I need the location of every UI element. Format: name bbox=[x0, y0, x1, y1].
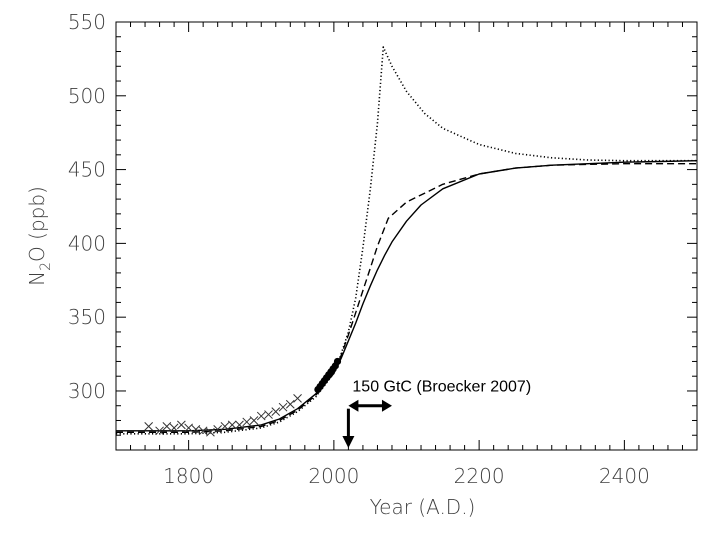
x-tick-label: 1800 bbox=[163, 464, 214, 488]
y-axis-title: N2O (ppb) bbox=[25, 186, 54, 286]
recent-measurement bbox=[333, 357, 342, 366]
observation-point bbox=[278, 402, 288, 412]
axis-ticks bbox=[115, 21, 698, 450]
observation-point bbox=[213, 424, 223, 434]
observation-point bbox=[264, 410, 273, 419]
tick-labels: 1800 2000 2200 2400 300 350 400 450 500 550 bbox=[68, 10, 650, 488]
x-axis-title: Year (A.D.) bbox=[370, 495, 476, 519]
double-arrow-head-right bbox=[381, 399, 392, 412]
x-tick-label: 2400 bbox=[599, 464, 650, 488]
observation-point bbox=[162, 422, 172, 431]
x-tick-label: 2200 bbox=[454, 464, 505, 488]
series-line-dotted bbox=[116, 46, 697, 435]
observation-point bbox=[235, 420, 244, 430]
observation-point bbox=[271, 407, 281, 416]
double-arrow-head-left bbox=[348, 399, 359, 412]
y-tick-label: 400 bbox=[68, 231, 106, 255]
y-axis-title-sub: 2 bbox=[38, 262, 54, 271]
observation-point bbox=[220, 422, 230, 431]
y-tick-label: 450 bbox=[68, 158, 106, 182]
annotation-label: 150 GtC (Broecker 2007) bbox=[352, 379, 531, 396]
observation-markers bbox=[144, 357, 342, 437]
observation-point bbox=[191, 424, 201, 434]
observation-point bbox=[256, 411, 266, 421]
down-arrow-head bbox=[342, 436, 355, 449]
observation-point bbox=[227, 420, 237, 430]
observation-point bbox=[144, 422, 154, 431]
series-lines bbox=[116, 46, 698, 435]
series-line-dashed bbox=[116, 162, 697, 433]
observation-point bbox=[184, 423, 193, 433]
annotations: 150 GtC (Broecker 2007) bbox=[342, 379, 531, 449]
y-tick-label: 350 bbox=[68, 305, 106, 329]
y-axis-title-rest: O (ppb) bbox=[25, 186, 49, 262]
y-axis-title-main: N bbox=[25, 271, 49, 286]
observation-point bbox=[285, 399, 295, 409]
observation-point bbox=[242, 417, 252, 427]
observation-point bbox=[206, 427, 215, 437]
series-line-solid bbox=[116, 160, 698, 432]
observation-point bbox=[249, 416, 259, 425]
y-tick-label: 500 bbox=[68, 84, 106, 108]
y-tick-label: 550 bbox=[68, 10, 106, 34]
observation-point bbox=[155, 426, 164, 436]
observation-point bbox=[198, 426, 208, 436]
observation-point bbox=[293, 393, 302, 403]
observation-point bbox=[177, 420, 186, 430]
observation-point bbox=[169, 423, 179, 433]
x-tick-label: 2000 bbox=[308, 464, 359, 488]
y-tick-label: 300 bbox=[68, 379, 106, 403]
